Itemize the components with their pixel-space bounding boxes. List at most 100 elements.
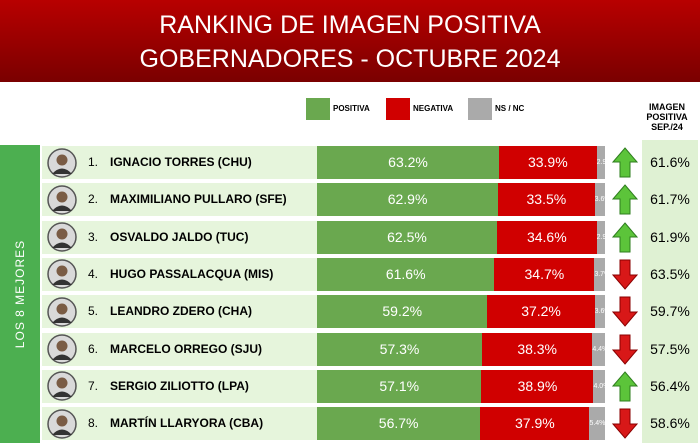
arrow-down [612, 408, 638, 439]
legend-swatch [306, 98, 330, 120]
category-label: IGNACIO TORRES (CHU) [110, 155, 252, 169]
legend-item: NS / NC [468, 98, 524, 120]
arrow-down [612, 296, 638, 327]
previous-label: 59.7% [650, 303, 690, 320]
bar-segment: 62.5% [317, 220, 497, 254]
bar-segment: 63.2% [317, 146, 500, 179]
bar-segment: 59.2% [317, 295, 488, 329]
rank: 4. [88, 266, 99, 281]
rank: 6. [88, 341, 99, 356]
previous-label: 61.6% [650, 154, 690, 170]
previous-label: 61.7% [650, 191, 690, 208]
value-label: 62.5% [387, 228, 427, 245]
previous-value: 57.5% [642, 333, 698, 366]
value-label: 3.6% [594, 308, 605, 316]
value-label: 57.3% [379, 340, 420, 357]
value-label: 2.9% [596, 233, 605, 241]
value-label: 33.5% [526, 191, 567, 208]
value-label: 34.6% [526, 228, 567, 245]
avatar [47, 334, 77, 364]
rank: 7. [88, 378, 99, 393]
value-label: 3.6% [594, 196, 605, 204]
legend-swatch [468, 98, 492, 120]
value-label: 57.1% [379, 377, 420, 394]
bar-segment: 37.9% [480, 407, 590, 441]
avatar [47, 408, 77, 439]
subtitle: GOBERNADORES - OCTUBRE 2024 [139, 45, 561, 73]
bar-segment: 33.5% [498, 183, 595, 217]
category-label: MARTÍN LLARYORA (CBA) [110, 416, 264, 431]
value-label: 33.9% [527, 154, 568, 170]
avatar [47, 259, 77, 290]
avatar [47, 147, 77, 178]
previous-value: 59.7% [642, 295, 698, 328]
bar-segment: 57.1% [317, 369, 482, 403]
previous-header: IMAGEN POSITIVA SEP./24 [646, 102, 688, 132]
value-label: 62.9% [387, 191, 428, 208]
value-label: 3.7% [594, 270, 605, 278]
row-background [42, 220, 317, 254]
bar-segment: 38.3% [482, 332, 593, 366]
bar-segment: 5.4% [589, 407, 605, 441]
category-label: LEANDRO ZDERO (CHA) [110, 304, 252, 319]
bar-segment: 61.6% [317, 257, 495, 291]
bar-segment: 57.3% [317, 332, 483, 366]
value-label: 63.2% [388, 154, 428, 170]
value-label: 2.9% [596, 159, 605, 166]
arrow-up [612, 184, 638, 215]
banner: RANKING DE IMAGEN POSITIVA GOBERNADORES … [0, 0, 700, 82]
value-label: 38.3% [517, 340, 558, 357]
previous-value: 61.6% [642, 146, 698, 179]
previous-column [642, 140, 698, 443]
bar-segment: 38.9% [481, 369, 594, 403]
avatar [47, 222, 77, 252]
row-background [42, 407, 317, 441]
previous-label: 63.5% [650, 265, 690, 282]
bar-segment: 4.4% [592, 332, 605, 366]
value-label: 59.2% [382, 303, 423, 320]
value-label: 4.0% [593, 382, 605, 390]
rank: 5. [88, 304, 99, 319]
bar-segment: 56.7% [317, 407, 481, 441]
legend-item: NEGATIVA [386, 98, 453, 120]
avatar [47, 296, 77, 327]
category-label: HUGO PASSALACQUA (MIS) [110, 266, 274, 281]
avatar [47, 371, 77, 402]
category-label: OSVALDO JALDO (TUC) [110, 229, 249, 244]
previous-value: 61.9% [642, 221, 698, 254]
row-background [42, 295, 317, 329]
row-background [42, 183, 317, 217]
legend-label: NS / NC [495, 104, 525, 113]
bar-segment: 34.7% [494, 257, 595, 291]
category-label: MAXIMILIANO PULLARO (SFE) [110, 192, 287, 207]
value-label: 5.4% [589, 420, 605, 428]
value-label: 38.9% [517, 377, 558, 394]
legend-label: POSITIVA [333, 104, 370, 113]
bar-segment: 3.6% [594, 295, 605, 329]
value-label: 37.9% [515, 415, 555, 432]
previous-value: 63.5% [642, 258, 698, 291]
previous-label: 57.5% [650, 340, 690, 357]
group-label: LOS 8 MEJORES [13, 239, 27, 349]
category-label: SERGIO ZILIOTTO (LPA) [110, 378, 249, 393]
rank: 8. [88, 416, 99, 431]
arrow-up [612, 371, 638, 402]
legend-item: POSITIVA [306, 98, 370, 120]
bar-segment: 2.9% [596, 146, 605, 179]
value-label: 34.7% [524, 265, 565, 282]
bar-segment: 2.9% [596, 220, 605, 254]
arrow-up [612, 147, 638, 178]
rank: 2. [88, 192, 99, 207]
rank: 1. [88, 155, 99, 169]
rank: 3. [88, 229, 99, 244]
value-label: 4.4% [592, 345, 605, 353]
previous-value: 61.7% [642, 183, 698, 216]
legend-label: NEGATIVA [413, 104, 454, 113]
bar-segment: 4.0% [593, 369, 605, 403]
previous-label: 58.6% [650, 415, 690, 432]
bar-segment: 33.9% [499, 146, 597, 179]
previous-label: 56.4% [650, 377, 690, 394]
bar-segment: 62.9% [317, 183, 499, 217]
previous-value: 58.6% [642, 407, 698, 440]
